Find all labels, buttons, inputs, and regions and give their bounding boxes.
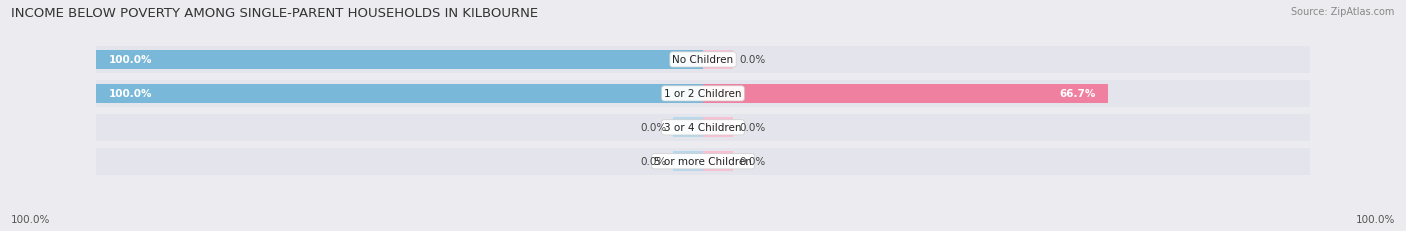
- Bar: [703, 84, 1108, 104]
- Text: Source: ZipAtlas.com: Source: ZipAtlas.com: [1291, 7, 1395, 17]
- Text: INCOME BELOW POVERTY AMONG SINGLE-PARENT HOUSEHOLDS IN KILBOURNE: INCOME BELOW POVERTY AMONG SINGLE-PARENT…: [11, 7, 538, 20]
- Text: 0.0%: 0.0%: [640, 123, 666, 133]
- Text: 66.7%: 66.7%: [1059, 89, 1095, 99]
- Text: 0.0%: 0.0%: [640, 157, 666, 167]
- Bar: [97, 80, 1309, 107]
- Text: 3 or 4 Children: 3 or 4 Children: [664, 123, 742, 133]
- Text: 100.0%: 100.0%: [11, 214, 51, 224]
- Bar: [672, 118, 703, 138]
- Text: 0.0%: 0.0%: [740, 55, 766, 65]
- Text: 0.0%: 0.0%: [740, 157, 766, 167]
- Legend: Single Father, Single Mother: Single Father, Single Mother: [610, 229, 796, 231]
- Bar: [97, 47, 1309, 74]
- Bar: [703, 152, 734, 171]
- Text: 100.0%: 100.0%: [108, 55, 152, 65]
- Bar: [97, 84, 703, 104]
- Text: No Children: No Children: [672, 55, 734, 65]
- Text: 5 or more Children: 5 or more Children: [654, 157, 752, 167]
- Bar: [97, 50, 703, 70]
- Text: 100.0%: 100.0%: [1355, 214, 1395, 224]
- Bar: [97, 148, 1309, 175]
- Bar: [703, 118, 734, 138]
- Bar: [703, 50, 734, 70]
- Text: 0.0%: 0.0%: [740, 123, 766, 133]
- Text: 100.0%: 100.0%: [108, 89, 152, 99]
- Text: 1 or 2 Children: 1 or 2 Children: [664, 89, 742, 99]
- Bar: [672, 152, 703, 171]
- Bar: [97, 114, 1309, 141]
